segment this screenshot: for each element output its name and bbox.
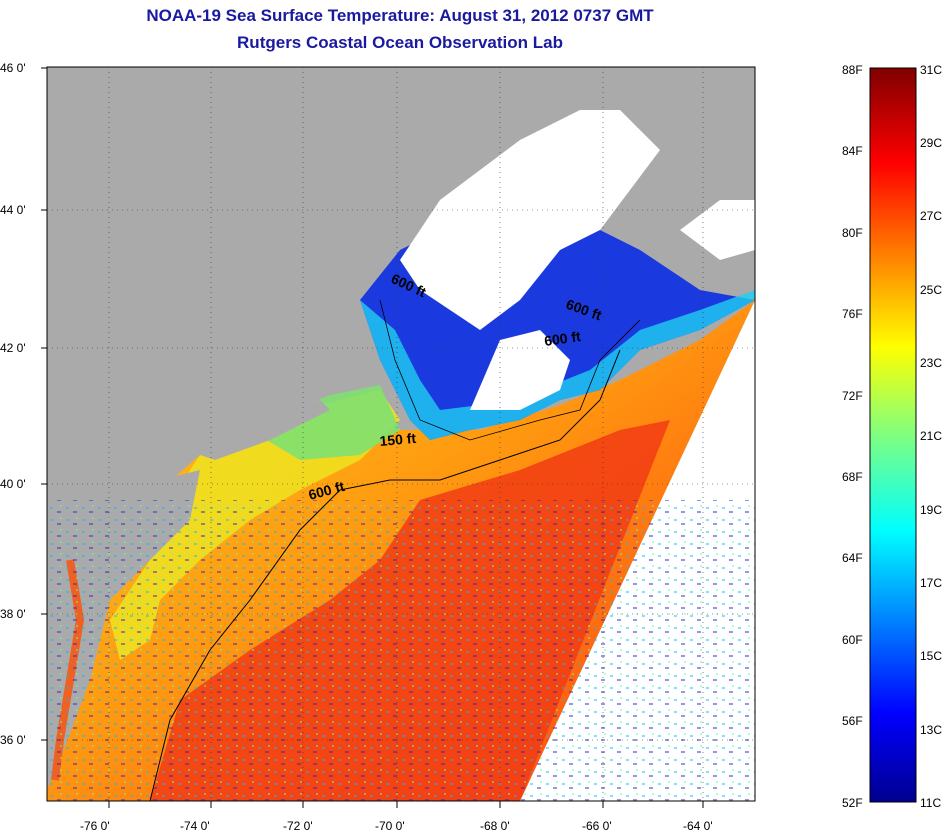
lat-label: 36 0': [0, 733, 26, 747]
colorbar-f-label: 88F: [842, 63, 863, 77]
colorbar-c-label: 25C: [920, 283, 942, 297]
frame-ticks: [41, 67, 704, 808]
contour-label: 150 ft: [379, 430, 417, 449]
cloud-patch-east: [680, 200, 755, 260]
eddy-speckle: [47, 500, 755, 801]
lon-label: -72 0': [283, 819, 313, 833]
colorbar-c-label: 17C: [920, 576, 942, 590]
cloud-patch-southwest-ns: [470, 330, 570, 410]
long-island-land: [200, 400, 330, 460]
colorbar-c-label: 31C: [920, 63, 942, 77]
lon-label: -70 0': [375, 819, 405, 833]
cyan-frontal-band: [360, 290, 755, 440]
map-frame: [46, 66, 756, 802]
cloud-patch-bay-of-fundy: [400, 110, 660, 330]
lat-label: 42 0': [0, 341, 26, 355]
lon-label: -68 0': [480, 819, 510, 833]
lon-label: -66 0': [582, 819, 612, 833]
map-title: NOAA-19 Sea Surface Temperature: August …: [146, 6, 654, 25]
colorbar-c-label: 19C: [920, 503, 942, 517]
lat-label: 46 0': [0, 61, 26, 75]
lon-label: -76 0': [80, 819, 110, 833]
colorbar-f-label: 72F: [842, 389, 863, 403]
colorbar-f-label: 84F: [842, 144, 863, 158]
colorbar-fahrenheit-labels: 88F 84F 80F 76F 72F 68F 64F 60F 56F 52F: [842, 63, 863, 810]
colorbar-celsius-labels: 31C 29C 27C 25C 23C 21C 19C 17C 15C 13C …: [920, 63, 942, 810]
colorbar-f-label: 80F: [842, 226, 863, 240]
lon-label: -74 0': [180, 819, 210, 833]
colorbar-c-label: 11C: [920, 796, 941, 810]
lat-label: 38 0': [0, 607, 26, 621]
lat-label: 44 0': [0, 203, 26, 217]
isobath-line-2: [379, 299, 641, 441]
colorbar-c-label: 15C: [920, 649, 942, 663]
contour-label: 600 ft: [543, 328, 582, 349]
colorbar-f-label: 68F: [842, 470, 863, 484]
colorbar-c-label: 29C: [920, 136, 942, 150]
graticule: [47, 67, 755, 801]
map-subtitle: Rutgers Coastal Ocean Observation Lab: [237, 33, 563, 52]
temperature-colorbar: [869, 67, 917, 803]
colorbar-c-label: 23C: [920, 356, 942, 370]
green-nantucket-band: [250, 385, 400, 460]
colorbar-f-label: 76F: [842, 307, 863, 321]
lon-label: -64 0': [683, 819, 713, 833]
colorbar-f-label: 64F: [842, 551, 863, 565]
colorbar-c-label: 21C: [920, 429, 942, 443]
colorbar-f-label: 52F: [842, 796, 863, 810]
colorbar-f-label: 56F: [842, 714, 863, 728]
lat-label: 40 0': [0, 477, 26, 491]
isobath-line: [149, 349, 621, 802]
colorbar-c-label: 27C: [920, 209, 942, 223]
colorbar-f-label: 60F: [842, 633, 863, 647]
colorbar-c-label: 13C: [920, 723, 942, 737]
